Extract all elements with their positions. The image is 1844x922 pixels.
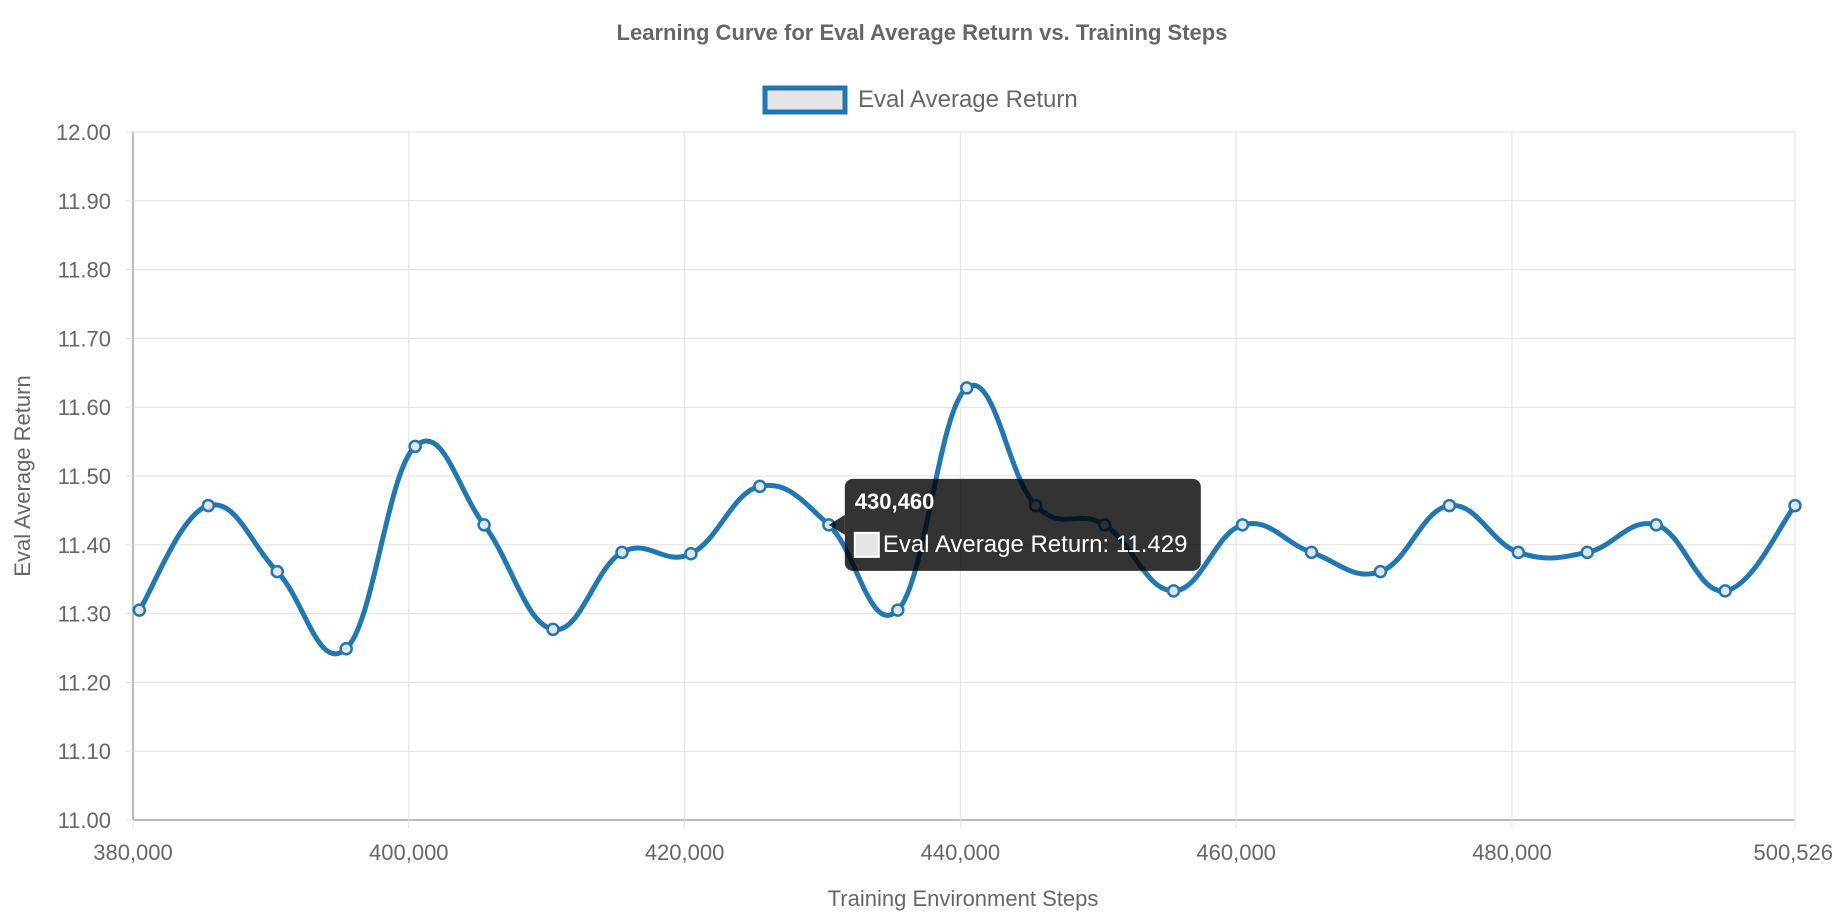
tooltip-swatch [853,531,880,558]
data-point[interactable] [408,439,422,454]
legend-label[interactable]: Eval Average Return [858,86,1078,113]
data-point[interactable] [1788,498,1802,513]
data-point[interactable] [1649,518,1663,532]
legend-swatch[interactable] [762,85,848,115]
x-tick-label: 380,000 [93,840,173,865]
tooltip-title: 430,460 [855,489,935,514]
x-tick-label: 480,000 [1472,840,1552,865]
data-point[interactable] [1511,545,1526,560]
y-tick-label: 11.60 [58,395,111,420]
data-point[interactable] [1442,498,1457,513]
x-axis: 380,000 400,000 420,000 440,000 460,000 480,0… [93,820,1833,865]
data-point[interactable] [1373,564,1388,579]
y-tick-label: 11.10 [58,739,111,764]
data-point[interactable] [1718,584,1732,598]
data-point[interactable] [132,603,147,617]
y-tick-label: 11.20 [58,670,111,695]
x-axis-title: Training Environment Steps [828,886,1099,911]
x-tick-label: 400,000 [369,840,449,865]
data-point[interactable] [1235,518,1250,532]
y-tick-label: 11.30 [58,602,111,627]
data-point[interactable] [477,518,491,532]
y-tick-label: 11.90 [58,189,111,214]
data-point[interactable] [270,564,284,579]
grid [132,131,1796,821]
x-tick-label: 440,000 [921,840,1001,865]
y-tick-label: 12.00 [56,120,111,145]
x-tick-label: 500,526 [1753,840,1833,865]
data-point[interactable] [753,479,767,494]
chart-title: Learning Curve for Eval Average Return v… [617,20,1228,45]
tooltip-caret [828,514,845,535]
tooltip-label: Eval Average Return: 11.429 [883,531,1188,558]
tooltip-box [844,478,1201,571]
data-point[interactable] [201,498,216,513]
y-tick-label: 11.50 [58,464,111,489]
x-tick-label: 420,000 [645,840,725,865]
y-axis-title: Eval Average Return [10,375,35,576]
legend[interactable]: Eval Average Return [762,85,1078,115]
y-tick-label: 11.00 [58,808,111,833]
data-point[interactable] [615,545,629,560]
data-point[interactable] [1166,584,1181,598]
data-point[interactable] [546,622,560,637]
y-tick-label: 11.80 [58,258,111,283]
data-point[interactable] [891,603,905,617]
data-point[interactable] [339,641,353,656]
data-point[interactable] [684,546,698,561]
x-tick-label: 460,000 [1196,840,1276,865]
y-tick-label: 11.40 [58,533,111,558]
y-axis: 11.00 11.10 11.20 11.30 11.40 11.50 11.60 11.70… [56,120,133,833]
data-point[interactable] [1304,545,1319,560]
tooltip: 430,460 Eval Average Return: 11.429 [828,478,1201,571]
y-tick-label: 11.70 [58,326,111,351]
data-point[interactable] [1580,545,1594,560]
data-point[interactable] [959,381,974,395]
